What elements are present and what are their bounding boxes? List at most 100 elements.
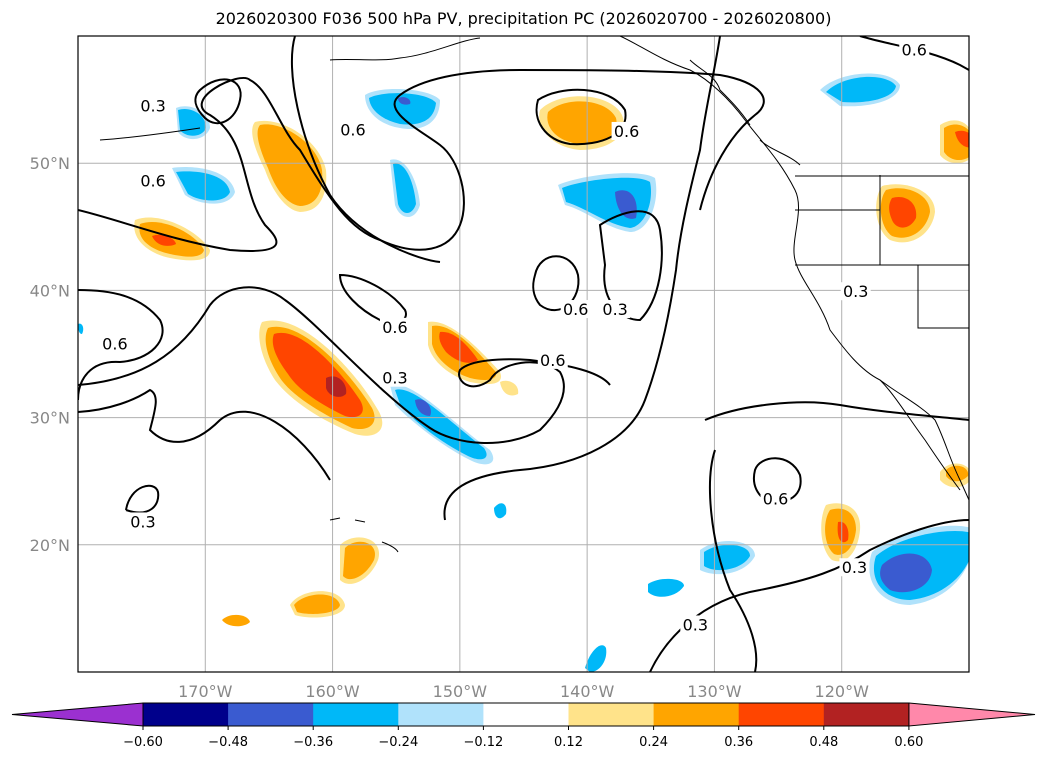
precip-negative-blob — [393, 163, 416, 213]
alaska-coastline — [99, 37, 481, 141]
colorbar: −0.60 −0.48 −0.36 −0.24 −0.12 0.12 0.24 0.36 0.4… — [11, 702, 1036, 750]
pv-contour-0.3 — [532, 255, 580, 312]
precip-negative-blob — [369, 93, 436, 125]
contour-label: 0.6 — [902, 41, 927, 60]
pv-contour-0.6 — [78, 68, 765, 252]
colorbar-segment — [143, 703, 229, 726]
precip-positive-blob — [326, 376, 347, 397]
colorbar-label: −0.12 — [463, 735, 503, 750]
colorbar-extend-min — [11, 702, 144, 727]
contour-label-bg — [379, 317, 410, 336]
contour-label: 0.6 — [563, 300, 588, 319]
contour-label: 0.6 — [614, 122, 639, 141]
precip-positive-blob — [439, 331, 478, 363]
colorbar-segment — [738, 703, 825, 726]
precip-negative-blob — [585, 645, 607, 672]
contour-label: 0.6 — [540, 351, 565, 370]
lon-tick-label: 120°W — [815, 682, 870, 701]
precip-positive-blob — [294, 594, 340, 614]
lat-tick-label: 50°N — [30, 154, 70, 173]
state-border — [795, 175, 969, 329]
precip-negative-blob — [826, 76, 896, 103]
precip-positive-blob — [500, 380, 519, 396]
pv-contour-0.3 — [704, 401, 969, 421]
contour-label: 0.6 — [102, 334, 127, 353]
contour-label-bg — [379, 368, 410, 387]
precip-negative-blob — [880, 553, 932, 593]
precip-negative-blob — [178, 108, 206, 136]
contour-label-bg — [760, 489, 791, 508]
contour-label-bg — [99, 334, 130, 353]
colorbar-label: −0.24 — [378, 735, 418, 750]
contour-label-bg — [840, 282, 871, 301]
contour-label: 0.3 — [602, 300, 627, 319]
precip-positive-blob — [889, 196, 917, 228]
precip-negative-blob — [415, 399, 431, 416]
colorbar-segment — [313, 703, 399, 726]
pv-contour-0.3 — [709, 449, 758, 672]
pv-contour-0.6 — [78, 286, 611, 444]
contour-label-bg — [138, 171, 169, 190]
colorbar-label: −0.48 — [208, 735, 248, 750]
colorbar-label: −0.60 — [123, 735, 163, 750]
pv-contour-0.6 — [338, 273, 407, 326]
colorbar-segment — [228, 703, 314, 726]
contour-label-bg — [138, 96, 169, 115]
precip-positive-blob — [944, 124, 969, 160]
colorbar-segment — [653, 703, 740, 726]
lon-tick-label: 160°W — [305, 682, 360, 701]
colorbar-label: 0.36 — [724, 735, 753, 750]
lon-tick-label: 170°W — [178, 682, 233, 701]
contour-label-bg — [899, 40, 930, 59]
contour-label: 0.6 — [382, 318, 407, 337]
precip-negative-blob — [78, 323, 84, 334]
precip-positive-blob — [955, 130, 969, 148]
contour-label: 0.3 — [683, 615, 708, 634]
precip-positive-blob — [343, 541, 375, 580]
latitude-tick-labels: 20°N 30°N 40°N 50°N — [30, 154, 70, 555]
graticule — [78, 36, 969, 672]
pv-contours — [78, 36, 969, 672]
precip-shading — [78, 73, 969, 672]
colorbar-segment — [568, 703, 655, 726]
contour-label: 0.3 — [382, 369, 407, 388]
pv-contour-0.3 — [290, 36, 441, 263]
pv-contour-0.3 — [78, 388, 331, 481]
lon-tick-label: 140°W — [560, 682, 615, 701]
contour-label: 0.3 — [843, 282, 868, 301]
lon-tick-label: 130°W — [687, 682, 742, 701]
precip-positive-blob — [257, 124, 323, 206]
colorbar-segment — [823, 703, 910, 726]
contour-label: 0.3 — [842, 558, 867, 577]
lat-tick-label: 20°N — [30, 536, 70, 555]
contour-label-bg — [560, 300, 591, 319]
canada-coast-islands — [689, 59, 801, 166]
baja-coast — [879, 379, 961, 491]
contour-label: 0.6 — [140, 172, 165, 191]
hawaiian-islands — [329, 517, 399, 553]
colorbar-label: 0.24 — [639, 735, 668, 750]
contour-label-bg — [337, 120, 368, 139]
precip-negative-blob — [648, 578, 684, 597]
coastlines — [99, 36, 969, 553]
map-frame — [77, 35, 970, 673]
colorbar-label: 0.12 — [554, 735, 583, 750]
pv-contour-0.3 — [194, 78, 242, 125]
precip-negative-blob — [494, 503, 507, 519]
contour-label-bg — [537, 350, 568, 369]
precip-positive-blob — [837, 521, 849, 543]
contour-label-bg — [611, 121, 642, 140]
pv-contour-0.6 — [78, 289, 164, 401]
precip-positive-blob — [547, 101, 617, 144]
pv-contour-0.3 — [443, 36, 721, 521]
colorbar-label: 0.48 — [809, 735, 838, 750]
colorbar-label: 0.60 — [894, 735, 923, 750]
contour-label: 0.3 — [130, 512, 155, 531]
longitude-tick-labels: 170°W 160°W 150°W 140°W 130°W 120°W — [178, 682, 869, 701]
precip-negative-blob — [395, 389, 487, 460]
north-america-coastline — [619, 36, 969, 501]
precip-negative-blob — [398, 97, 411, 105]
lon-tick-label: 150°W — [433, 682, 488, 701]
colorbar-extend-max — [908, 702, 1036, 727]
